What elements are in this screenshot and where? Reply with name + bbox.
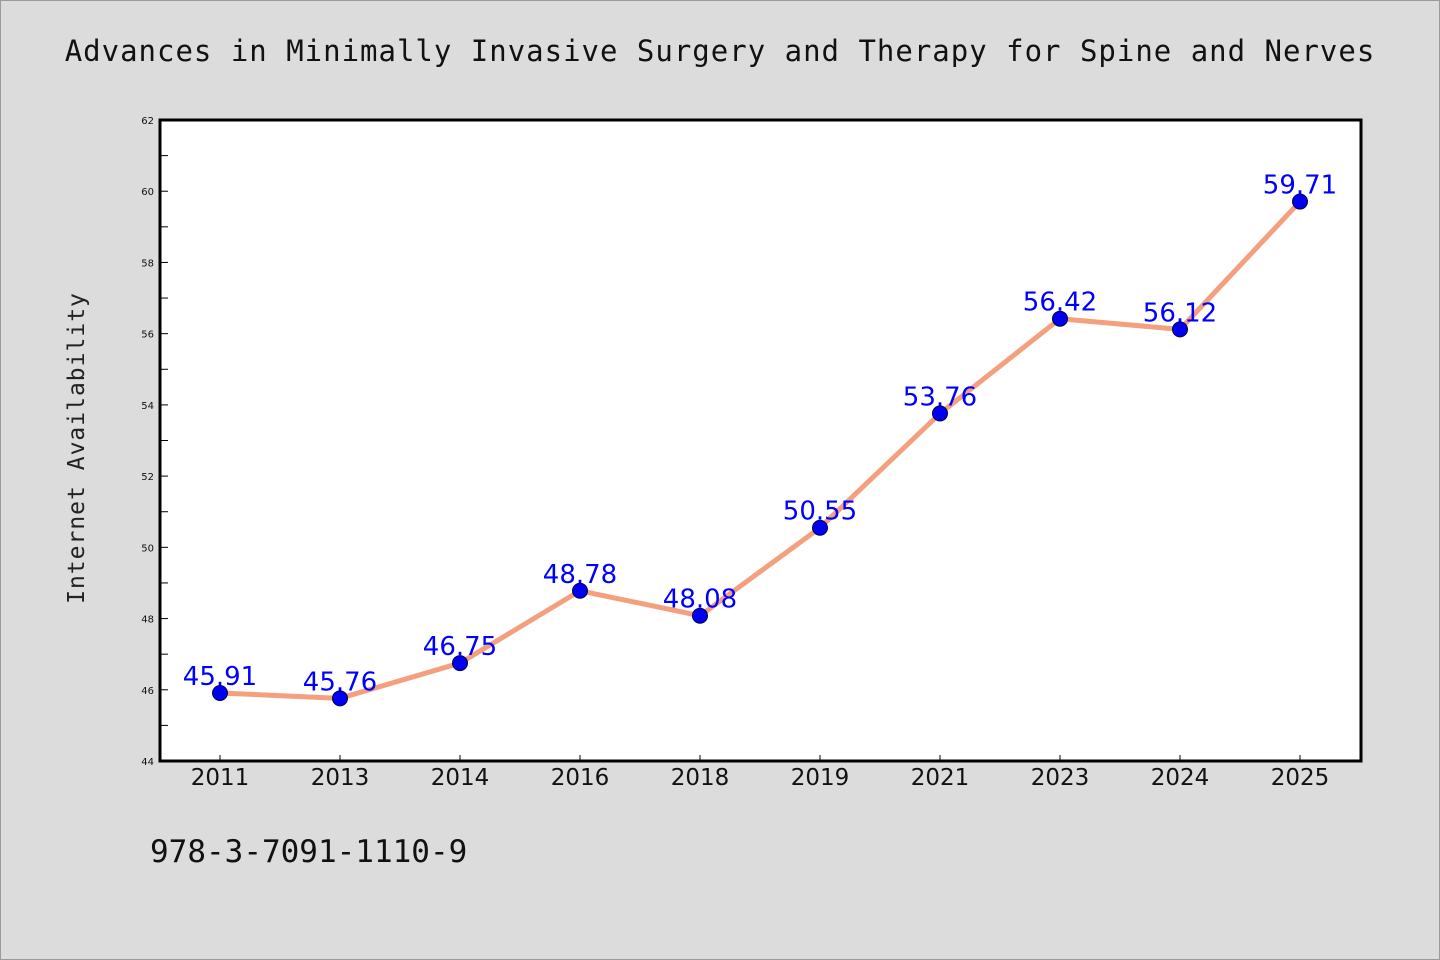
y-tick-label: 46 — [141, 686, 154, 697]
data-label: 48.08 — [663, 585, 737, 615]
data-point — [332, 690, 348, 707]
data-point — [692, 607, 708, 624]
data-label: 45.91 — [183, 662, 257, 692]
data-label: 53.76 — [903, 382, 977, 412]
y-tick-label: 54 — [141, 401, 154, 412]
data-point — [932, 405, 948, 422]
data-point — [452, 655, 468, 672]
y-axis: 44 46 48 50 52 54 56 58 60 62 — [141, 116, 168, 768]
data-label: 48.78 — [543, 560, 617, 590]
isbn-footnote: 978-3-7091-1110-9 — [150, 834, 468, 870]
data-label: 56.42 — [1023, 288, 1097, 318]
y-tick-label: 50 — [141, 543, 154, 554]
x-tick-label: 2014 — [431, 765, 490, 791]
y-tick-label: 52 — [141, 472, 154, 483]
y-tick-label: 62 — [141, 116, 154, 127]
y-tick-label: 60 — [141, 187, 154, 198]
chart-title: Advances in Minimally Invasive Surgery a… — [64, 34, 1376, 68]
data-point — [1052, 310, 1068, 327]
data-label: 50.55 — [783, 497, 857, 527]
y-tick-label: 48 — [141, 615, 154, 626]
x-tick-label: 2013 — [311, 765, 370, 791]
y-tick-label: 44 — [141, 757, 154, 768]
data-point — [212, 684, 228, 701]
data-point — [1292, 193, 1308, 210]
x-tick-label: 2016 — [551, 765, 610, 791]
y-tick-label: 56 — [141, 330, 154, 341]
data-point — [572, 582, 588, 599]
data-point — [1172, 321, 1188, 338]
x-tick-label: 2011 — [191, 765, 250, 791]
y-tick-label: 58 — [141, 258, 154, 269]
x-tick-label: 2018 — [671, 765, 730, 791]
x-axis: 2011 2013 2014 2016 2018 2019 2021 2023 2024 2025 — [191, 755, 1330, 791]
x-tick-label: 2019 — [791, 765, 850, 791]
x-tick-label: 2021 — [911, 765, 970, 791]
data-label: 46.75 — [423, 632, 497, 662]
x-tick-label: 2025 — [1271, 765, 1330, 791]
x-tick-label: 2023 — [1031, 765, 1090, 791]
data-label: 59.71 — [1263, 171, 1337, 201]
data-point — [812, 519, 828, 536]
plot-area — [158, 118, 1363, 763]
data-label: 45.76 — [303, 667, 377, 697]
data-points-group — [212, 193, 1308, 707]
series-line-group — [217, 199, 1303, 701]
data-label: 56.12 — [1143, 298, 1217, 328]
series-line — [217, 199, 1303, 701]
x-tick-label: 2024 — [1151, 765, 1210, 791]
data-labels-group: 45.91 45.76 46.75 48.78 48.08 50.55 53.76 56.42… — [183, 171, 1337, 698]
